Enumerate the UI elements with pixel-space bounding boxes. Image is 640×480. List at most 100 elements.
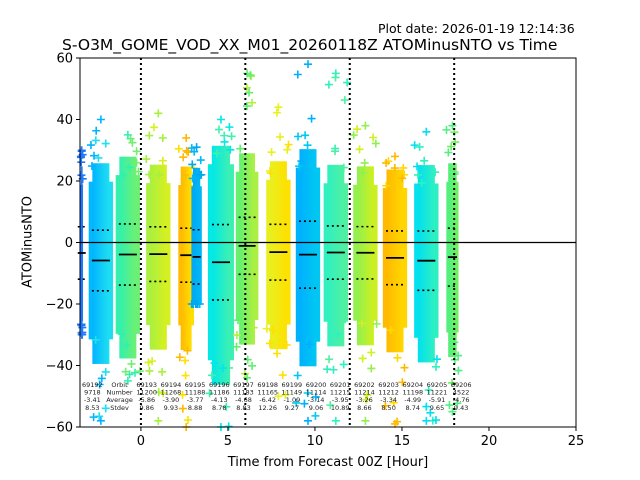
orbit-cluster-69192 xyxy=(76,146,87,339)
outlier-marker xyxy=(363,390,372,399)
outlier-marker xyxy=(181,371,190,380)
cluster-tail xyxy=(356,166,374,346)
y-tick-label: 20 xyxy=(56,175,73,190)
outlier-marker xyxy=(295,162,304,171)
outlier-marker xyxy=(232,331,241,340)
stat-stdev: 8.78 xyxy=(212,404,226,412)
orbit-cluster-69205 xyxy=(410,127,441,425)
cluster-tail xyxy=(211,145,231,385)
cluster-tail xyxy=(80,166,83,335)
outlier-marker xyxy=(265,339,274,348)
outlier-marker xyxy=(367,348,376,357)
outlier-marker xyxy=(353,125,362,134)
outlier-marker xyxy=(349,131,358,140)
stat-stdev: 8.83 xyxy=(236,404,250,412)
outlier-marker xyxy=(389,398,398,407)
x-tick-label: 0 xyxy=(137,434,145,449)
stat-orbit: 69205 xyxy=(427,381,448,389)
y-tick-label: −40 xyxy=(46,359,73,374)
stat-stdev: 10.89 xyxy=(331,404,350,412)
outlier-marker xyxy=(432,362,441,371)
outlier-marker xyxy=(207,371,216,380)
outlier-marker xyxy=(234,316,243,325)
stat-orbit: 69200 xyxy=(306,381,327,389)
outlier-marker xyxy=(303,389,312,398)
outlier-marker xyxy=(134,167,143,176)
stat-orbit: 69195 xyxy=(185,381,206,389)
outlier-marker xyxy=(94,153,103,162)
orbit-stats-labels: 691929718-3.418.53OrbitNumberAverageStde… xyxy=(82,381,472,412)
outlier-marker xyxy=(158,367,167,376)
outlier-marker xyxy=(91,335,100,344)
outlier-marker xyxy=(278,371,287,380)
outlier-marker xyxy=(276,132,285,141)
cluster-tail xyxy=(149,164,167,350)
stat-average: -3.26 xyxy=(356,396,373,404)
outlier-marker xyxy=(337,318,346,327)
outlier-marker xyxy=(86,141,95,150)
orbit-cluster-69193 xyxy=(86,115,114,425)
outlier-marker xyxy=(95,412,104,421)
outlier-marker xyxy=(154,388,163,397)
outlier-marker xyxy=(132,147,141,156)
cluster-tail xyxy=(239,153,255,345)
outlier-marker xyxy=(282,340,291,349)
stat-number: 11212 xyxy=(378,389,399,397)
outlier-marker xyxy=(245,88,254,97)
plot-date: Plot date: 2026-01-19 12:14:36 xyxy=(378,21,575,36)
stat-orbit: 69197 xyxy=(233,381,254,389)
outlier-marker xyxy=(381,401,390,410)
outlier-marker xyxy=(334,330,343,339)
outlier-marker xyxy=(293,371,302,380)
outlier-marker xyxy=(142,155,151,164)
stat-stdev: 9.27 xyxy=(285,404,299,412)
stat-average: -4.76 xyxy=(453,396,470,404)
outlier-marker xyxy=(369,133,378,142)
outlier-marker xyxy=(447,142,456,151)
stat-stdev: 12.26 xyxy=(258,404,277,412)
x-tick-label: 15 xyxy=(394,434,411,449)
stat-average: -5.91 xyxy=(429,396,446,404)
outlier-marker xyxy=(386,326,395,335)
stat-stdev: 9.43 xyxy=(454,404,468,412)
y-axis-ticks: −60 −40 −20 0 20 40 60 xyxy=(46,52,80,436)
y-tick-label: −20 xyxy=(46,298,73,313)
stat-average: -6.42 xyxy=(259,396,276,404)
extreme-marker xyxy=(192,143,201,152)
stat-stdev: 9.65 xyxy=(430,404,444,412)
extreme-marker xyxy=(422,127,431,136)
outlier-marker xyxy=(340,96,349,105)
cluster-tail xyxy=(180,166,192,350)
outlier-marker xyxy=(300,399,309,408)
outlier-marker xyxy=(145,131,154,140)
y-axis-label: ATOMinusNTO xyxy=(20,195,36,289)
stat-stdev: 8.66 xyxy=(357,404,371,412)
outlier-marker xyxy=(87,162,96,171)
orbit-cluster-69203 xyxy=(349,121,381,425)
outlier-marker xyxy=(297,157,306,166)
outlier-marker xyxy=(262,324,271,333)
outlier-marker xyxy=(185,169,194,178)
outlier-marker xyxy=(360,158,369,167)
stat-stdev: 8.88 xyxy=(188,404,202,412)
chart-title: S-O3M_GOME_VOD_XX_M01_20260118Z ATOMinus… xyxy=(62,36,558,54)
orbit-cluster-69196 xyxy=(174,133,198,431)
stat-orbit: 69203 xyxy=(378,381,399,389)
stat-number: 11165 xyxy=(257,389,278,397)
outlier-marker xyxy=(311,411,320,420)
stat-stdev: 8.53 xyxy=(85,404,99,412)
outlier-marker xyxy=(131,368,140,377)
orbit-cluster-69195 xyxy=(142,109,171,425)
outlier-marker xyxy=(267,148,276,157)
x-tick-label: 5 xyxy=(224,434,232,449)
outlier-marker xyxy=(413,170,422,179)
outlier-marker xyxy=(273,349,282,358)
outlier-marker xyxy=(225,123,234,132)
outlier-marker xyxy=(442,125,451,134)
stat-average: -3.95 xyxy=(332,396,349,404)
stat-stdev: 8.74 xyxy=(406,404,420,412)
outlier-marker xyxy=(431,416,440,425)
